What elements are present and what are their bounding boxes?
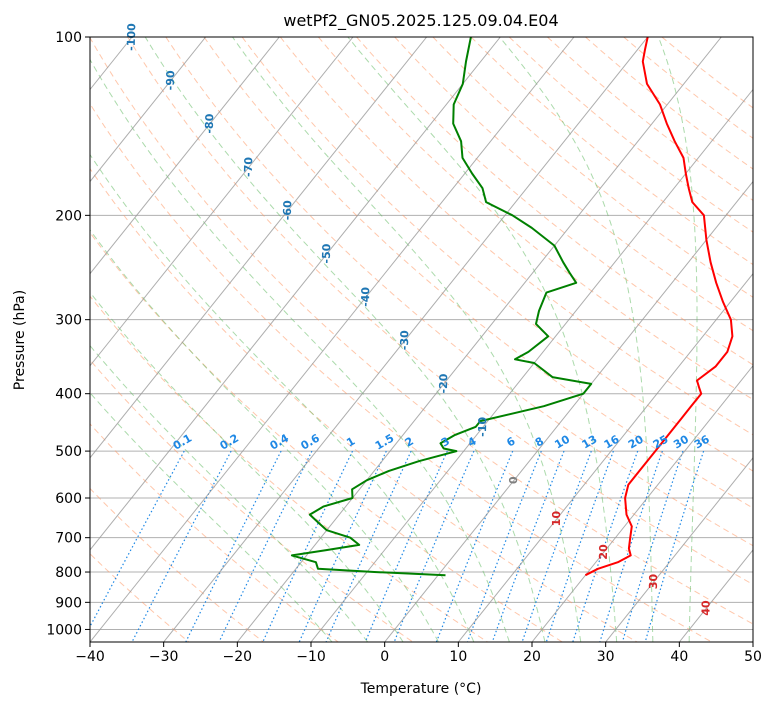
mixing-ratio-label: 16	[602, 432, 622, 451]
y-tick-label: 400	[55, 387, 82, 403]
isotherm-label: 40	[699, 600, 712, 616]
dry-adiabat	[357, 37, 775, 642]
isotherm-label: -90	[164, 70, 177, 91]
background-lines	[0, 37, 775, 642]
isotherm-label: 30	[647, 573, 660, 589]
mixing-ratio-line	[263, 451, 353, 642]
isotherm-line	[16, 37, 500, 642]
mixing-ratio-label: 2	[403, 435, 416, 450]
mixing-ratio-label: 13	[580, 433, 600, 452]
isotherm-line	[753, 37, 775, 642]
isotherm-line	[679, 37, 775, 642]
y-tick-label: 700	[55, 531, 82, 547]
moist-adiabat	[0, 37, 403, 642]
y-tick-label: 800	[55, 565, 82, 581]
mixing-ratio-line	[365, 451, 447, 642]
y-tick-label: 500	[55, 444, 82, 460]
y-tick-label: 900	[55, 595, 82, 611]
dry-adiabat	[395, 37, 775, 642]
mixing-ratio-label: 1	[344, 435, 357, 450]
isotherm-label: -20	[437, 373, 450, 394]
dry-adiabat	[51, 37, 711, 642]
x-tick-label: 20	[523, 649, 541, 665]
dry-adiabat	[471, 37, 775, 642]
temperature-profile	[585, 37, 732, 575]
dry-adiabat	[586, 37, 775, 642]
dry-adiabat	[547, 37, 775, 642]
mixing-ratio-line	[436, 451, 512, 642]
mixing-ratio-label: 0.6	[298, 431, 322, 452]
x-tick-label: −10	[296, 649, 326, 665]
isotherm-label: -70	[242, 157, 255, 178]
plot-frame	[90, 37, 753, 642]
mixing-ratio-line	[468, 451, 542, 642]
x-tick-label: 0	[380, 649, 389, 665]
dry-adiabat	[0, 37, 562, 642]
isotherm-label: -10	[476, 416, 489, 437]
y-tick-label: 1000	[46, 622, 82, 638]
isotherm-label: -30	[398, 330, 411, 351]
isotherm-line	[0, 37, 206, 642]
dry-adiabat	[0, 37, 488, 642]
mixing-ratio-label: 10	[552, 432, 572, 451]
mixing-ratio-label: 20	[626, 432, 646, 451]
isotherm-label: -40	[359, 286, 372, 307]
mixing-ratio-line	[132, 451, 231, 642]
moist-adiabat	[78, 37, 510, 642]
isotherm-line	[0, 37, 353, 642]
x-tick-label: 40	[670, 649, 688, 665]
isotherm-line	[0, 37, 279, 642]
isotherm-line	[458, 37, 775, 642]
mixing-ratio-label: 6	[504, 434, 517, 449]
mixing-ratio-line	[186, 451, 281, 642]
isotherm-line	[532, 37, 775, 642]
mixing-ratio-line	[82, 451, 184, 642]
dry-adiabat	[0, 37, 264, 642]
mixing-ratio-label: 0.2	[218, 432, 241, 453]
y-tick-label: 600	[55, 491, 82, 507]
dry-adiabat	[0, 37, 189, 642]
x-tick-label: 50	[744, 649, 762, 665]
y-tick-label: 300	[55, 313, 82, 329]
dry-adiabat	[509, 37, 775, 642]
y-axis-label: Pressure (hPa)	[12, 290, 28, 390]
dry-adiabat	[318, 37, 775, 642]
isotherm-label: 20	[597, 544, 610, 560]
mixing-ratio-label: 30	[671, 432, 691, 451]
isotherm-label: -50	[320, 243, 333, 264]
mixing-ratio-line	[645, 451, 703, 642]
x-axis-label: Temperature (°C)	[360, 681, 482, 697]
y-tick-label: 200	[55, 208, 82, 224]
isotherm-line	[90, 37, 574, 642]
isotherm-label: 0	[507, 476, 520, 484]
mixing-ratio-line	[394, 451, 474, 642]
chart-title: wetPf2_GN05.2025.125.09.04.E04	[283, 11, 558, 31]
isotherm-label: 10	[550, 510, 563, 526]
isotherm-line	[237, 37, 721, 642]
x-tick-label: 10	[449, 649, 467, 665]
x-tick-label: −20	[223, 649, 253, 665]
moist-adiabat	[0, 37, 332, 642]
x-tick-label: 30	[597, 649, 615, 665]
mixing-ratio-line	[522, 451, 591, 642]
y-tick-label: 100	[55, 30, 82, 46]
moist-adiabat	[348, 37, 617, 642]
isotherm-label: -60	[281, 200, 294, 221]
mixing-ratio-line	[219, 451, 312, 642]
dewpoint-profile	[292, 37, 591, 575]
x-tick-label: −40	[75, 649, 105, 665]
isotherm-line	[606, 37, 775, 642]
mixing-ratio-label: 0.4	[268, 431, 292, 452]
moist-adiabat	[0, 37, 439, 642]
isotherm-label: -80	[203, 113, 216, 134]
mixing-ratio-label: 1.5	[373, 432, 396, 453]
x-tick-label: −30	[149, 649, 179, 665]
isotherm-line	[0, 37, 58, 642]
